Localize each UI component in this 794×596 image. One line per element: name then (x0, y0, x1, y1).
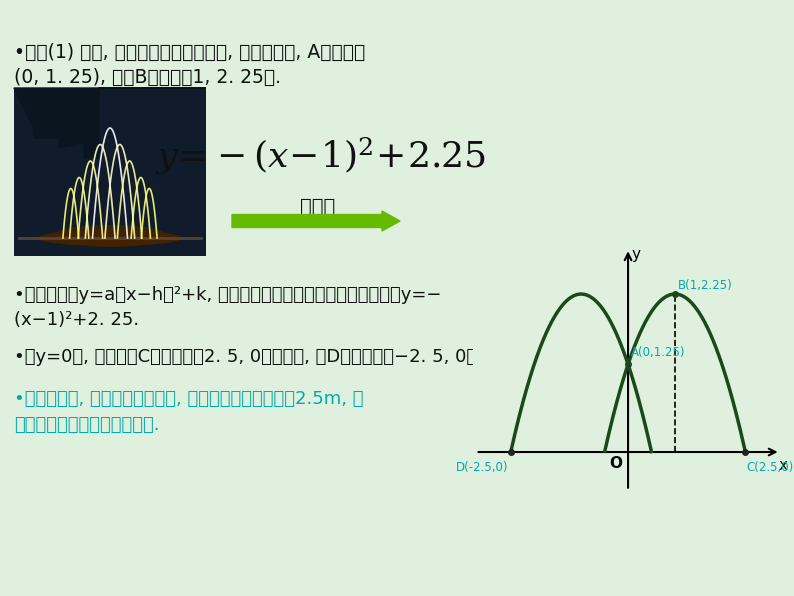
Text: D(-2.5,0): D(-2.5,0) (456, 461, 508, 474)
FancyArrow shape (232, 211, 400, 231)
Bar (14, 88, 206, 256)
Text: y: y (631, 247, 640, 262)
Text: •解：(1) 如图, 建立如图所示的坐标系, 根据题意得, A点坐标为: •解：(1) 如图, 建立如图所示的坐标系, 根据题意得, A点坐标为 (14, 43, 365, 62)
Text: 能使喷出的水流不致落到池外.: 能使喷出的水流不致落到池外. (14, 416, 160, 434)
Text: A(0,1.25): A(0,1.25) (631, 346, 686, 359)
Text: x: x (778, 458, 787, 473)
Text: C(2.5,0): C(2.5,0) (746, 461, 793, 474)
Ellipse shape (38, 230, 182, 246)
Text: •根据对称性, 如果不计其它因素, 那么水池的半径至少要2.5m, 才: •根据对称性, 如果不计其它因素, 那么水池的半径至少要2.5m, 才 (14, 390, 364, 408)
Text: 数学化: 数学化 (300, 197, 336, 216)
Text: •设抛物线为y=a（x−h）²+k, 由待定系数法可求得抛物线表达式为：y=−: •设抛物线为y=a（x−h）²+k, 由待定系数法可求得抛物线表达式为：y=− (14, 286, 441, 304)
Text: (0, 1. 25), 顶点B坐标为（1, 2. 25）.: (0, 1. 25), 顶点B坐标为（1, 2. 25）. (14, 68, 281, 87)
Text: (x−1)²+2. 25.: (x−1)²+2. 25. (14, 311, 139, 329)
Text: •当y=0时, 可求得点C的坐标为（2. 5, 0）；同理, 点D的坐标为（−2. 5, 0）.: •当y=0时, 可求得点C的坐标为（2. 5, 0）；同理, 点D的坐标为（−2… (14, 348, 483, 366)
Text: $y\!=\!-(x\!-\!1)^{2}\!+\!2.25$: $y\!=\!-(x\!-\!1)^{2}\!+\!2.25$ (155, 135, 485, 177)
Ellipse shape (52, 225, 168, 247)
Text: B(1,2.25): B(1,2.25) (678, 279, 733, 292)
Text: O: O (610, 456, 622, 471)
Polygon shape (14, 88, 206, 158)
